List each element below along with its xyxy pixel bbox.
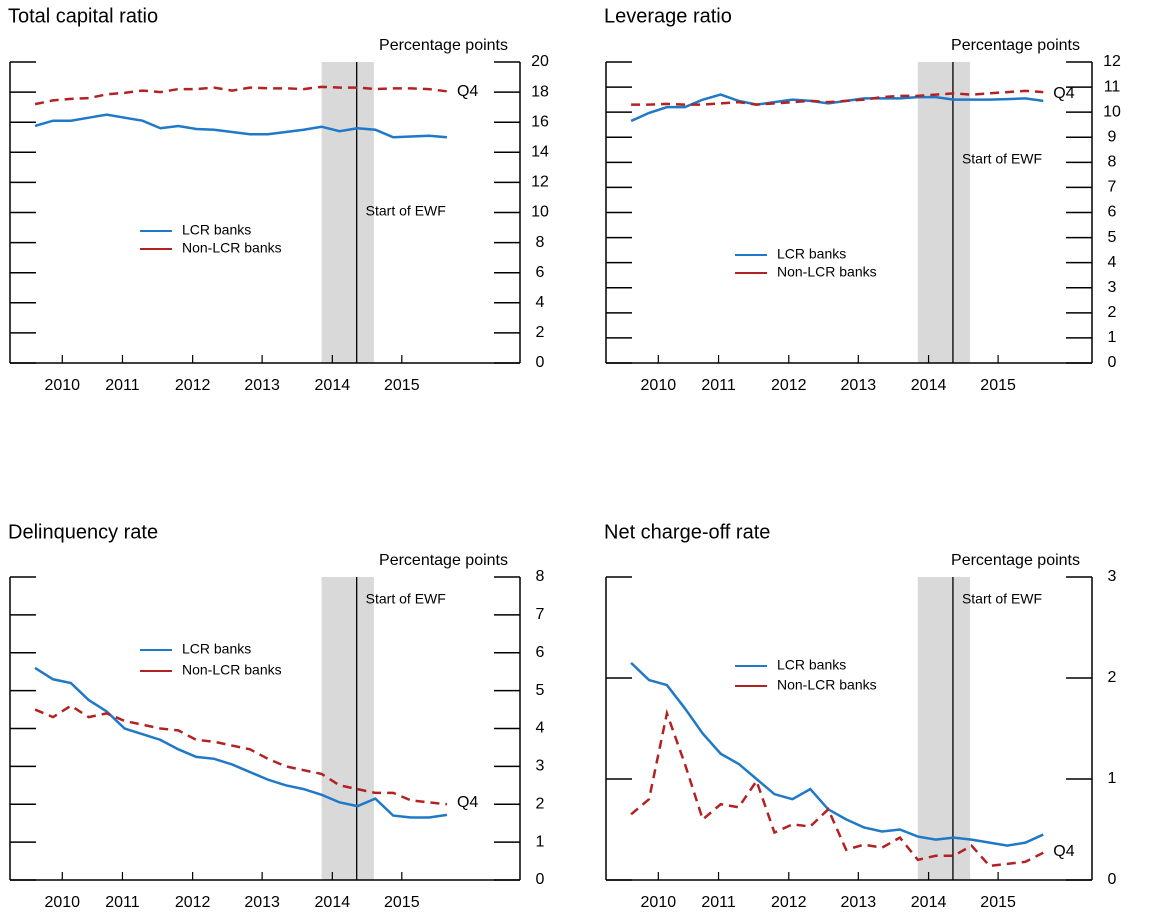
x-tick-label: 2011 <box>701 894 736 911</box>
series-line <box>630 93 1044 123</box>
x-tick-label: 2011 <box>701 377 736 394</box>
end-label: Q4 <box>1053 843 1074 860</box>
y-tick-label: 8 <box>536 568 545 585</box>
y-tick-label: 14 <box>531 144 549 161</box>
y-tick-label: 6 <box>1108 204 1117 221</box>
x-tick-label: 2010 <box>641 377 677 394</box>
y-tick-label: 16 <box>531 113 549 130</box>
y-tick-label: 5 <box>1108 229 1117 246</box>
x-tick-label: 2014 <box>315 894 351 911</box>
legend-label: LCR banks <box>777 246 846 262</box>
series-line <box>34 666 448 819</box>
y-tick-label: 8 <box>536 234 545 251</box>
x-tick-label: 2010 <box>641 894 677 911</box>
y-axis-label: Percentage points <box>379 552 508 569</box>
chart-title: Leverage ratio <box>604 5 732 27</box>
legend-label: LCR banks <box>777 657 846 673</box>
end-label: Q4 <box>1053 85 1074 102</box>
legend-label: Non-LCR banks <box>182 662 282 678</box>
y-tick-label: 12 <box>1103 53 1121 70</box>
chart-title: Total capital ratio <box>8 5 158 27</box>
shaded-period <box>917 62 971 363</box>
y-tick-label: 2 <box>1108 304 1117 321</box>
legend-label: Non-LCR banks <box>777 677 877 693</box>
y-tick-label: 6 <box>536 644 545 661</box>
y-tick-label: 4 <box>536 294 545 311</box>
shaded-period <box>917 577 971 880</box>
end-label: Q4 <box>457 794 478 811</box>
y-axis-label: Percentage points <box>951 552 1080 569</box>
legend-label: Non-LCR banks <box>182 240 282 256</box>
chart-title: Net charge-off rate <box>604 521 770 543</box>
y-tick-label: 4 <box>1108 254 1117 271</box>
x-tick-label: 2013 <box>244 377 280 394</box>
y-tick-label: 10 <box>1103 103 1121 120</box>
chart-title: Delinquency rate <box>8 521 158 543</box>
y-tick-label: 2 <box>1108 669 1117 686</box>
y-tick-label: 9 <box>1108 128 1117 145</box>
x-tick-label: 2015 <box>384 894 420 911</box>
y-axis-label: Percentage points <box>379 37 508 54</box>
series-line <box>630 661 1044 847</box>
event-label: Start of EWF <box>366 591 446 607</box>
y-tick-label: 2 <box>536 324 545 341</box>
y-tick-label: 3 <box>1108 568 1117 585</box>
y-tick-label: 3 <box>536 758 545 775</box>
y-tick-label: 8 <box>1108 154 1117 171</box>
series-line <box>630 708 1044 868</box>
series-line <box>631 89 1044 106</box>
y-tick-label: 10 <box>531 204 549 221</box>
y-axis-label: Percentage points <box>951 37 1080 54</box>
y-tick-label: 20 <box>531 53 549 70</box>
series-line <box>34 704 448 806</box>
y-tick-label: 1 <box>1108 329 1117 346</box>
x-tick-label: 2013 <box>244 894 280 911</box>
x-tick-label: 2012 <box>175 894 211 911</box>
x-tick-label: 2013 <box>841 377 877 394</box>
event-label: Start of EWF <box>366 203 446 219</box>
shaded-period <box>321 62 374 363</box>
y-tick-label: 6 <box>536 264 545 281</box>
shaded-period <box>321 577 374 880</box>
y-tick-label: 0 <box>536 354 545 371</box>
series-line <box>34 113 448 139</box>
x-tick-label: 2015 <box>980 377 1016 394</box>
y-tick-label: 7 <box>1108 179 1117 196</box>
y-tick-label: 1 <box>536 833 545 850</box>
legend-label: LCR banks <box>182 222 251 238</box>
x-tick-label: 2012 <box>771 894 807 911</box>
y-tick-label: 2 <box>536 795 545 812</box>
x-tick-label: 2013 <box>841 894 877 911</box>
event-label: Start of EWF <box>962 591 1042 607</box>
x-tick-label: 2010 <box>44 377 80 394</box>
y-tick-label: 3 <box>1108 279 1117 296</box>
y-tick-label: 11 <box>1104 78 1121 95</box>
event-label: Start of EWF <box>962 151 1042 167</box>
x-tick-label: 2014 <box>911 377 947 394</box>
y-tick-label: 7 <box>536 606 545 623</box>
x-tick-label: 2011 <box>105 894 140 911</box>
x-tick-label: 2010 <box>44 894 80 911</box>
x-tick-label: 2012 <box>175 377 211 394</box>
x-tick-label: 2011 <box>105 377 140 394</box>
x-tick-label: 2015 <box>384 377 420 394</box>
x-tick-label: 2014 <box>315 377 351 394</box>
y-tick-label: 0 <box>1108 871 1117 888</box>
y-tick-label: 4 <box>536 720 545 737</box>
x-tick-label: 2014 <box>911 894 947 911</box>
x-tick-label: 2012 <box>771 377 807 394</box>
legend-label: Non-LCR banks <box>777 264 877 280</box>
x-tick-label: 2015 <box>980 894 1016 911</box>
y-tick-label: 5 <box>536 682 545 699</box>
series-line <box>34 85 448 106</box>
y-tick-label: 18 <box>531 83 549 100</box>
y-tick-label: 0 <box>536 871 545 888</box>
legend-label: LCR banks <box>182 641 251 657</box>
y-tick-label: 1 <box>1108 770 1117 787</box>
y-tick-label: 12 <box>531 174 549 191</box>
y-tick-label: 0 <box>1108 354 1117 371</box>
end-label: Q4 <box>457 83 478 100</box>
